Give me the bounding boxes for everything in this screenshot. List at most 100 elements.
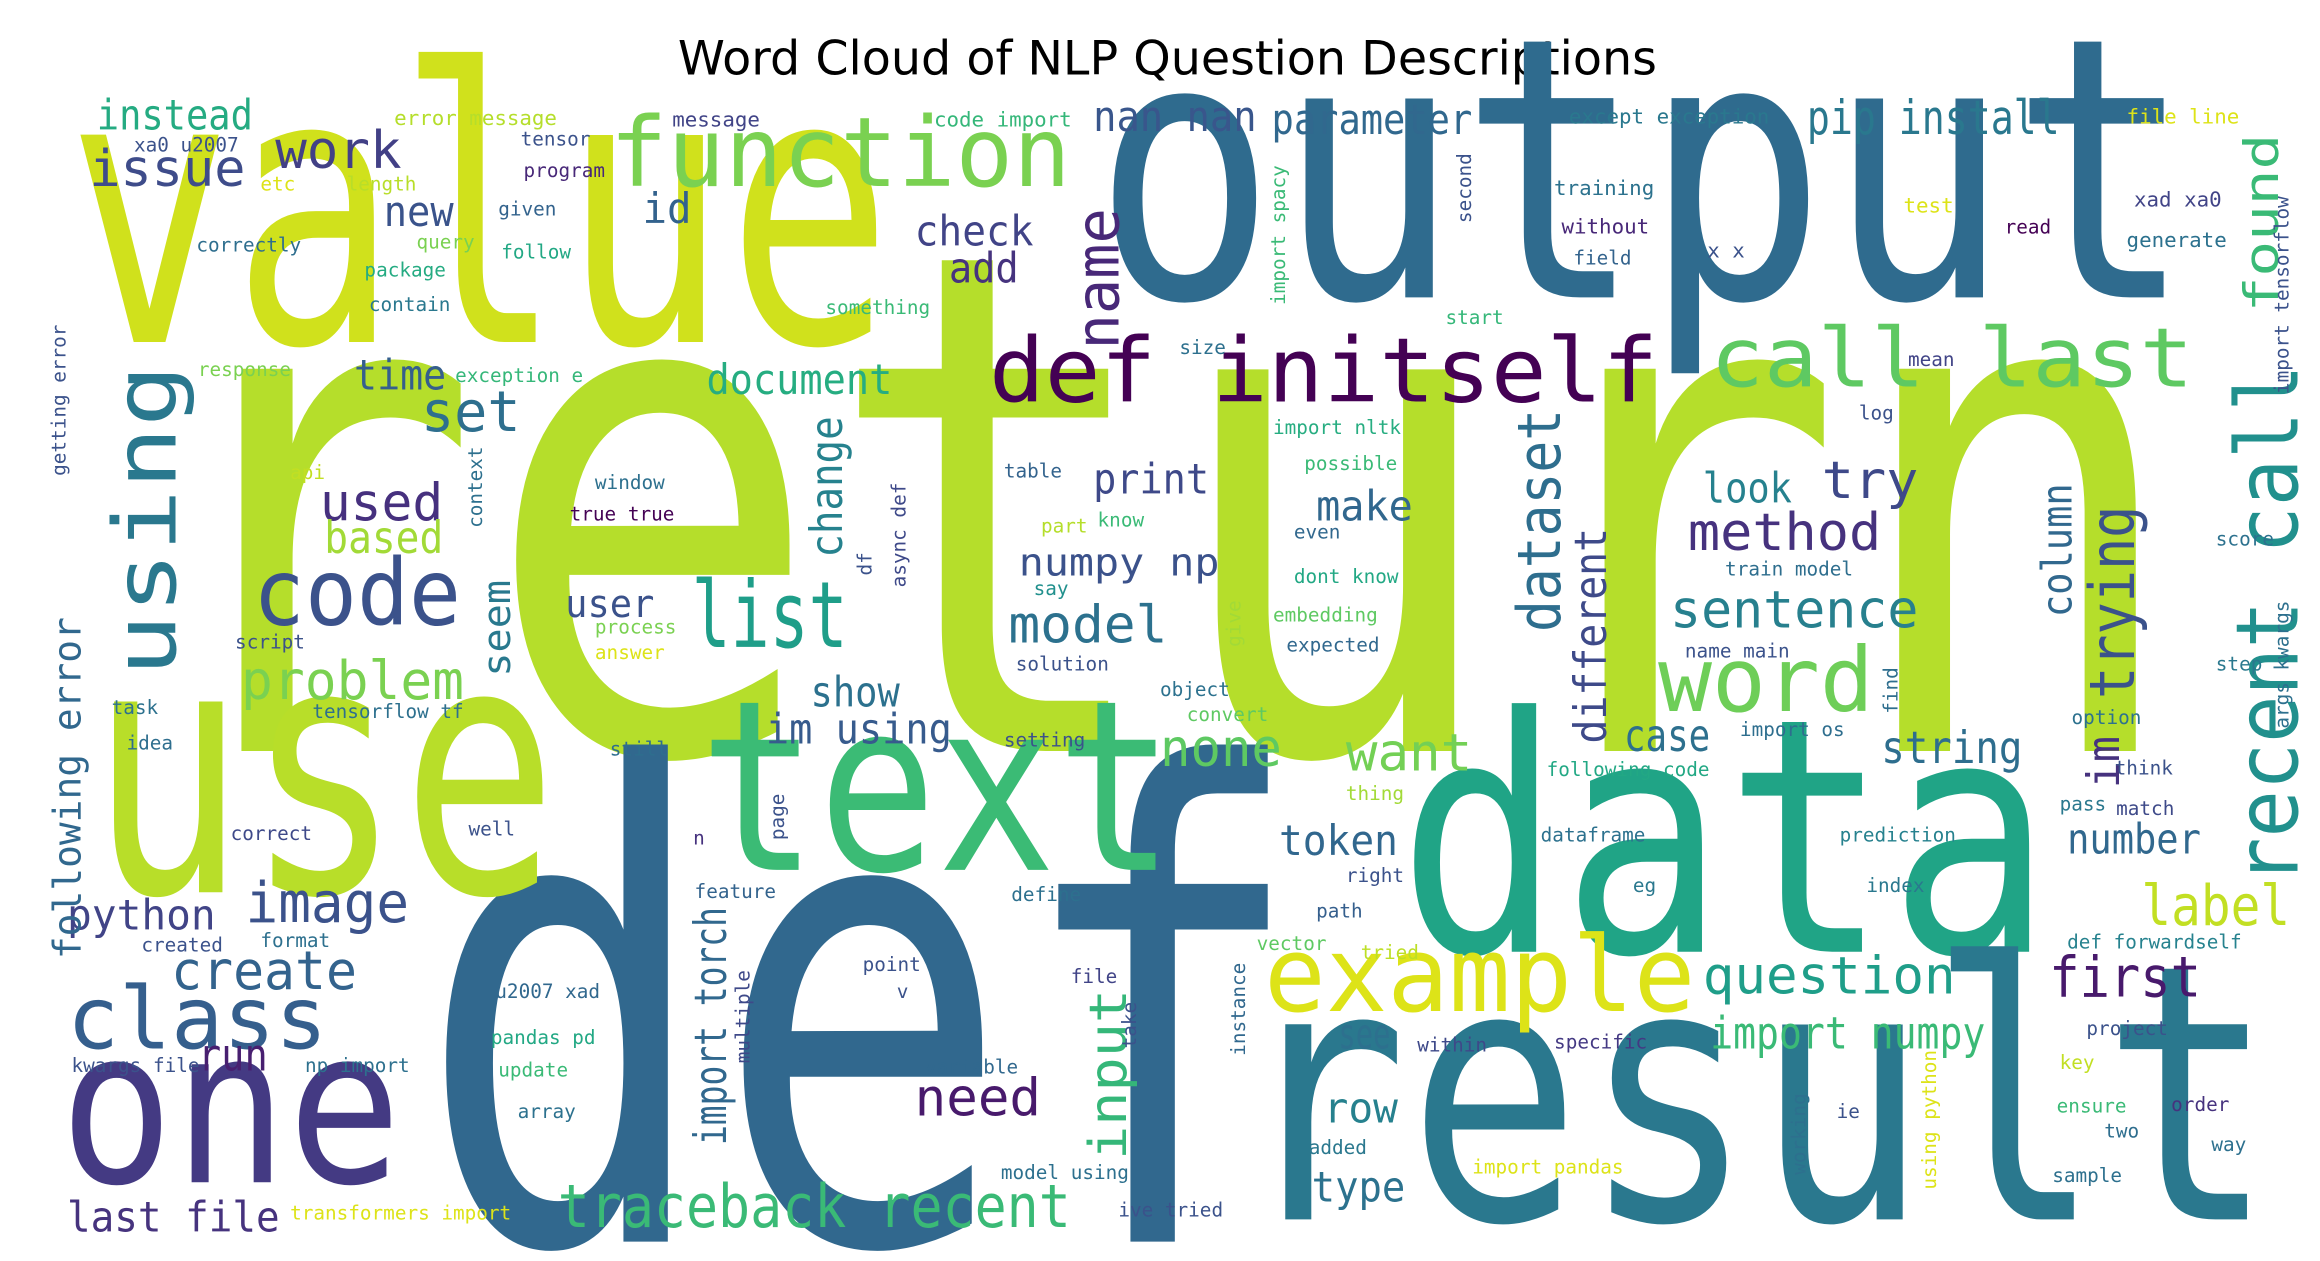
word: correctly — [196, 233, 301, 256]
word: size — [1179, 336, 1226, 359]
word: prediction — [1840, 824, 1956, 847]
word: train model — [1725, 557, 1853, 580]
word: format — [260, 929, 330, 952]
word: array — [518, 1100, 576, 1123]
word: run — [198, 1030, 268, 1082]
word: im — [2078, 736, 2130, 788]
word: def initself — [989, 319, 1658, 423]
word: im using — [766, 705, 952, 754]
word: u2007 xad — [495, 980, 600, 1003]
word: etc — [260, 172, 295, 195]
word: take — [1118, 1002, 1141, 1049]
word: ive tried — [1118, 1198, 1223, 1221]
word: new — [384, 187, 455, 236]
word: last file — [67, 1192, 280, 1241]
word: package — [364, 259, 445, 282]
word: length — [347, 172, 417, 195]
word: recent call — [2219, 364, 2319, 884]
word: show — [811, 667, 901, 716]
word: return — [141, 102, 2186, 916]
word: numpy np — [1019, 540, 1220, 585]
word: message — [672, 107, 760, 131]
word: convert — [1187, 703, 1268, 726]
word: correct — [231, 822, 312, 845]
word: try — [1822, 451, 1919, 511]
word: window — [595, 471, 665, 494]
word: table — [1004, 459, 1062, 482]
word: instance — [1227, 963, 1250, 1056]
word: need — [915, 1068, 1041, 1128]
word: generate — [2127, 228, 2227, 252]
word: project — [2086, 1017, 2167, 1040]
word: id — [643, 184, 692, 233]
word: file line — [2127, 104, 2240, 128]
word: true true — [570, 502, 675, 525]
word: sentence — [1670, 581, 1918, 641]
word: xad xa0 — [2134, 188, 2222, 212]
word: call last — [1710, 312, 2193, 407]
word: question — [1703, 946, 1956, 1006]
word: except exception — [1569, 104, 1769, 128]
word: output — [1093, 0, 2193, 383]
word: field — [1573, 247, 1631, 270]
word: task — [112, 696, 159, 719]
word: part — [1041, 514, 1088, 537]
word: page — [766, 794, 789, 841]
word: np import — [305, 1054, 410, 1077]
word: seem — [475, 580, 520, 677]
word: right — [1346, 864, 1404, 887]
word: give — [1222, 600, 1245, 647]
word: instead — [97, 90, 253, 139]
word: list — [692, 561, 848, 669]
word: setting — [1004, 728, 1085, 751]
word: dont know — [1294, 565, 1399, 588]
word: path — [1316, 899, 1363, 922]
word: given — [498, 198, 556, 221]
word: v — [897, 980, 909, 1003]
word: method — [1688, 503, 1881, 563]
word: tensorflow tf — [312, 700, 463, 723]
word: using — [97, 364, 197, 676]
word: option — [2072, 706, 2142, 729]
word: error message — [394, 106, 557, 130]
word: query — [416, 230, 474, 253]
word: key — [2060, 1051, 2095, 1074]
word: result — [1234, 889, 2275, 1261]
word: script — [235, 630, 305, 653]
word: example — [1264, 914, 1695, 1036]
word: none — [1160, 719, 1282, 779]
word: kwargs file — [71, 1054, 199, 1077]
word: python — [67, 890, 216, 939]
word: ie — [1837, 1100, 1860, 1123]
word: following code — [1547, 758, 1710, 781]
word: something — [825, 296, 930, 319]
word: variable — [925, 1056, 1018, 1079]
word: traceback recent — [558, 1173, 1071, 1242]
word: import spacy — [1267, 165, 1290, 305]
word: sample — [2052, 1164, 2122, 1187]
word: training — [1554, 176, 1654, 200]
word: following error — [45, 617, 90, 959]
word: def forwardself — [2067, 931, 2242, 954]
word: token — [1279, 816, 1398, 865]
word: specific — [1554, 1030, 1647, 1053]
word: order — [2171, 1093, 2229, 1116]
word: import nltk — [1273, 416, 1401, 439]
word: see — [1338, 1009, 1390, 1058]
word: code import — [934, 107, 1072, 131]
word: first — [2049, 945, 2201, 1010]
word: read — [2005, 215, 2052, 238]
word: process — [595, 615, 676, 638]
word: even — [1294, 520, 1341, 543]
word: log — [1859, 401, 1894, 424]
word: file — [1071, 965, 1118, 988]
word: args kwargs — [2271, 601, 2294, 729]
word: answer — [595, 641, 665, 664]
word: xa0 u2007 — [134, 134, 239, 157]
word: label — [2141, 874, 2290, 939]
word: within — [1417, 1033, 1487, 1056]
word: find — [1880, 667, 1903, 714]
word: start — [1446, 306, 1504, 329]
word: import tensorflow — [2271, 196, 2294, 394]
